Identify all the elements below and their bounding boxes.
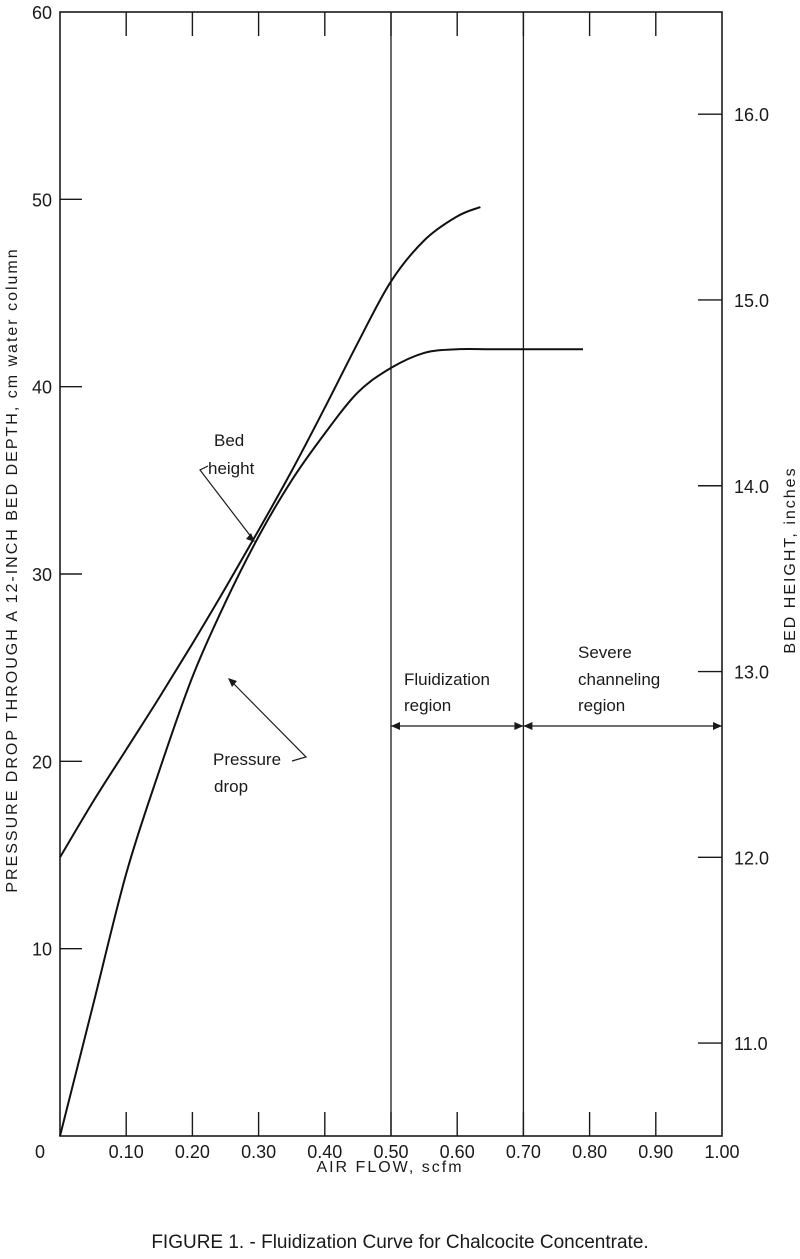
region-markers xyxy=(390,12,722,1136)
x-tick-label: 0.20 xyxy=(175,1142,210,1162)
x-tick-label: 0 xyxy=(35,1142,45,1162)
fluidization-region-label-line2: region xyxy=(404,696,451,715)
right-y-tick-label: 16.0 xyxy=(734,105,769,125)
region-arrowhead xyxy=(391,722,400,730)
data-curves xyxy=(59,206,583,1137)
right-y-axis-title: BED HEIGHT, inches xyxy=(782,466,799,653)
x-tick-label: 0.50 xyxy=(373,1142,408,1162)
right-y-tick-label: 11.0 xyxy=(734,1034,768,1054)
left-y-tick-label: 30 xyxy=(32,565,52,585)
left-y-tick-label: 40 xyxy=(32,378,52,398)
right-y-tick-label: 15.0 xyxy=(734,291,769,311)
channeling-region-label-line3: region xyxy=(578,696,625,715)
pressure-drop-curve xyxy=(59,347,583,1137)
figure-caption: FIGURE 1. - Fluidization Curve for Chalc… xyxy=(151,1232,648,1253)
left-y-tick-label: 20 xyxy=(32,752,52,772)
right-y-tick-label: 13.0 xyxy=(734,663,769,683)
x-tick-label: 0.80 xyxy=(572,1142,607,1162)
right-y-axis-ticks: 11.0 12.0 13.0 14.0 15.0 16.0 xyxy=(698,105,769,1054)
right-y-tick-label: 14.0 xyxy=(734,477,769,497)
x-tick-label: 1.00 xyxy=(704,1142,739,1162)
bed-height-arrowhead xyxy=(246,533,255,542)
x-tick-label: 0.10 xyxy=(109,1142,144,1162)
left-y-axis-title: PRESSURE DROP THROUGH A 12-INCH BED DEPT… xyxy=(4,247,21,892)
bed-height-leader xyxy=(199,465,253,539)
fluidization-region-label-line1: Fluidization xyxy=(404,670,490,689)
left-y-axis-ticks: 10 20 30 40 50 60 xyxy=(32,3,82,960)
x-tick-label: 0.60 xyxy=(440,1142,475,1162)
channeling-region-label-line1: Severe xyxy=(578,643,632,662)
x-tick-label: 0.70 xyxy=(506,1142,541,1162)
region-arrowhead xyxy=(523,722,533,730)
x-tick-label: 0.30 xyxy=(241,1142,276,1162)
pressure-drop-label-line2: drop xyxy=(214,777,248,796)
pressure-drop-arrowhead xyxy=(228,678,237,687)
x-tick-label: 0.40 xyxy=(307,1142,342,1162)
x-axis-title: AIR FLOW, scfm xyxy=(316,1159,463,1176)
left-y-tick-label: 60 xyxy=(32,3,52,23)
pressure-drop-leader xyxy=(231,681,308,762)
left-y-tick-label: 50 xyxy=(32,190,52,210)
bed-height-label-line2: height xyxy=(208,459,255,478)
x-tick-label: 0.90 xyxy=(638,1142,673,1162)
region-arrowhead xyxy=(713,722,722,730)
region-arrowhead xyxy=(514,722,524,730)
left-y-tick-label: 10 xyxy=(32,940,52,960)
channeling-region-label-line2: channeling xyxy=(578,670,660,689)
bed-height-label-line1: Bed xyxy=(214,431,244,450)
pressure-drop-label-line1: Pressure xyxy=(213,750,281,769)
bed-height-curve xyxy=(59,206,481,858)
right-y-tick-label: 12.0 xyxy=(734,848,769,868)
x-axis-ticks: 0 0.10 0.20 0.30 0.40 0.50 0.60 0.70 0.80 0.90 1.0… xyxy=(35,12,740,1162)
